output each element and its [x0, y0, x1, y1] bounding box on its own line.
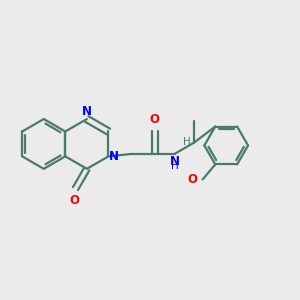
Text: N: N [109, 150, 119, 163]
Text: H: H [183, 136, 190, 146]
Text: N: N [82, 105, 92, 118]
Text: O: O [150, 113, 160, 126]
Text: O: O [69, 194, 79, 207]
Text: N: N [170, 155, 180, 168]
Text: H: H [171, 160, 179, 171]
Text: O: O [187, 173, 197, 186]
